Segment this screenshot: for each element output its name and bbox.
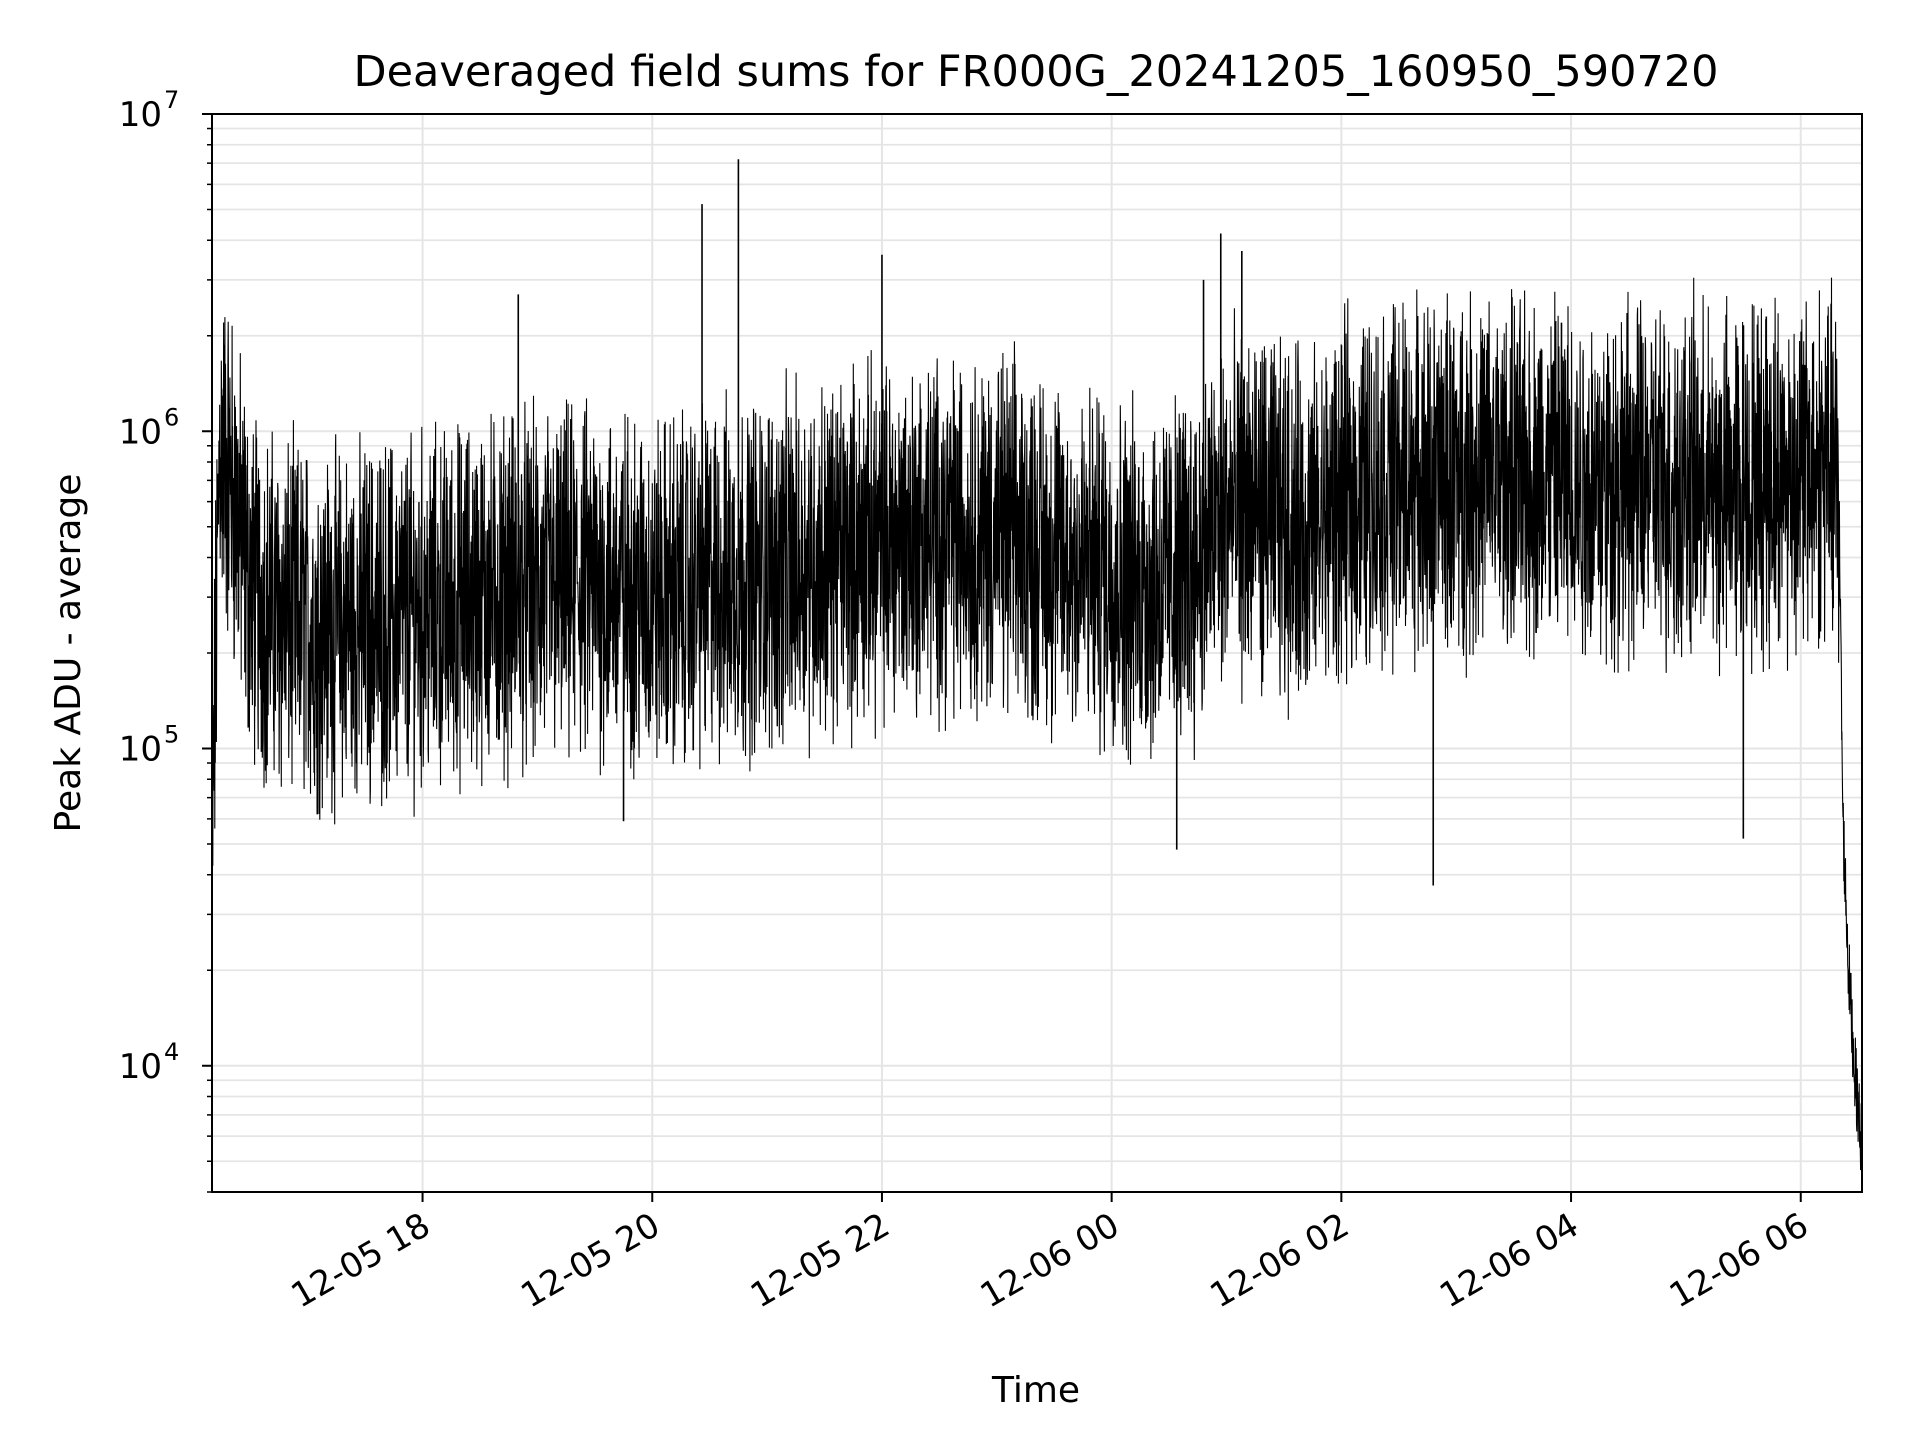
chart-title: Deaveraged field sums for FR000G_2024120… xyxy=(353,47,1718,97)
y-tick-label: 10 xyxy=(119,95,162,135)
series-line xyxy=(211,277,1863,1171)
y-tick-exponent: 7 xyxy=(164,86,179,114)
series-layer xyxy=(211,159,1863,1171)
y-tick-exponent: 6 xyxy=(164,403,179,431)
x-axis-label: Time xyxy=(991,1370,1080,1411)
y-tick-label: 10 xyxy=(119,730,162,770)
y-axis-label: Peak ADU - average xyxy=(48,474,89,833)
y-tick-label: 10 xyxy=(119,412,162,452)
y-tick-label: 10 xyxy=(119,1047,162,1087)
y-tick-exponent: 4 xyxy=(164,1038,179,1066)
y-tick-exponent: 5 xyxy=(164,721,179,749)
